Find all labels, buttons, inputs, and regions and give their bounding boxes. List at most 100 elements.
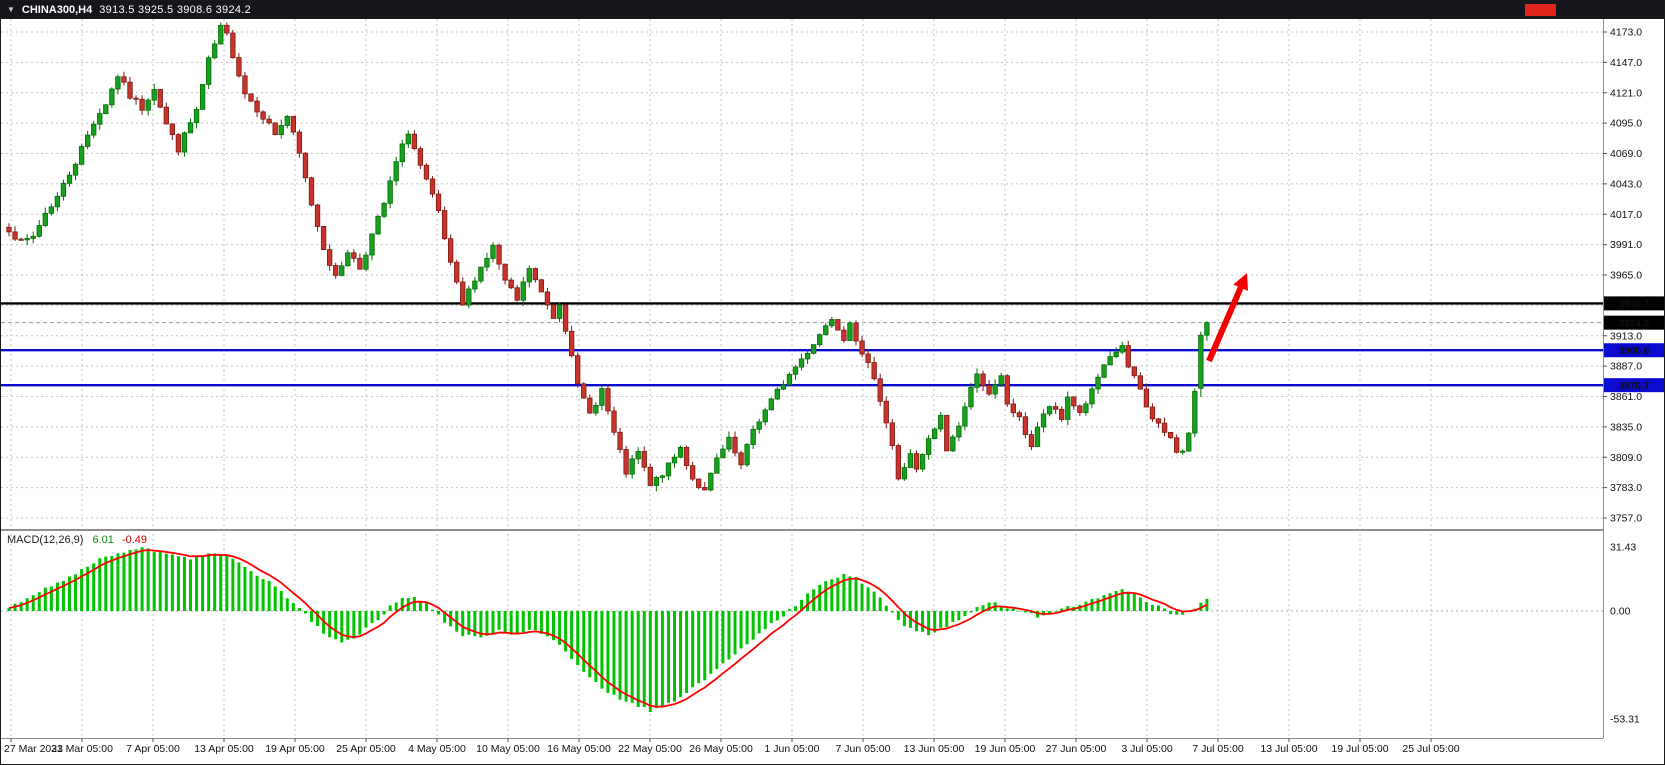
- candle: [133, 97, 139, 100]
- macd-bar: [703, 611, 707, 681]
- macd-bar: [291, 603, 295, 611]
- macd-bar: [328, 611, 332, 638]
- macd-bar: [552, 611, 555, 641]
- bid-price-badge-bg: [1604, 315, 1664, 330]
- candle: [1167, 431, 1174, 439]
- time-label: 25 Jul 05:00: [1402, 743, 1459, 755]
- candle: [1016, 412, 1022, 418]
- time-label: 4 May 05:00: [408, 743, 466, 755]
- candle: [859, 340, 865, 355]
- macd-bar: [261, 579, 265, 611]
- macd-bar: [279, 591, 283, 611]
- time-label: 16 May 05:00: [547, 743, 611, 755]
- macd-bar: [1054, 611, 1058, 612]
- macd-bar: [685, 611, 689, 693]
- candle: [18, 238, 24, 241]
- candle: [163, 106, 169, 125]
- candle: [1155, 418, 1162, 424]
- candle: [581, 383, 587, 399]
- candle: [1119, 345, 1125, 353]
- macd-bar: [709, 611, 713, 674]
- candle: [369, 233, 375, 256]
- candle: [659, 475, 666, 478]
- candle: [575, 355, 581, 385]
- candle: [1040, 413, 1047, 428]
- candle: [302, 152, 309, 179]
- time-label: 7 Jul 05:00: [1192, 743, 1244, 755]
- candle: [375, 215, 381, 235]
- macd-bar: [225, 555, 229, 611]
- candle: [623, 449, 629, 475]
- candle: [1131, 366, 1137, 377]
- macd-bar: [37, 592, 41, 611]
- macd-bar: [933, 611, 937, 633]
- macd-bar: [461, 611, 465, 637]
- macd-bar: [382, 611, 386, 615]
- price-axis[interactable]: 4173.0 4147.0 4121.0 4095.0 4069.0 4043.0 4017…: [1603, 19, 1665, 765]
- candle: [1034, 426, 1041, 448]
- macd-bar: [521, 611, 525, 633]
- candle: [466, 288, 472, 306]
- macd-bar: [146, 548, 150, 611]
- macd-bar: [763, 611, 767, 630]
- topbar-red-badge[interactable]: [1525, 4, 1556, 16]
- candle: [617, 431, 623, 450]
- price-tick-label: 3809.0: [1610, 452, 1642, 464]
- candle: [284, 115, 290, 126]
- macd-bar: [49, 586, 53, 611]
- time-label: 3 Jul 05:00: [1121, 743, 1173, 755]
- time-label: 19 Jul 05:00: [1331, 743, 1388, 755]
- candle: [447, 238, 454, 263]
- candle: [605, 388, 611, 412]
- macd-bar: [533, 611, 537, 631]
- macd-bar: [957, 611, 961, 621]
- time-label: 27 Jun 05:00: [1046, 743, 1107, 755]
- macd-bar: [170, 554, 174, 611]
- horizontal-lines[interactable]: [1, 302, 1603, 387]
- candle: [696, 478, 702, 488]
- candle: [254, 100, 260, 113]
- macd-bar: [467, 611, 471, 635]
- caret-down-icon[interactable]: ▼: [7, 5, 15, 14]
- candle: [980, 373, 986, 386]
- candle: [1107, 356, 1113, 366]
- macd-bar: [800, 599, 804, 611]
- candle: [1192, 390, 1198, 434]
- macd-bar: [424, 603, 428, 611]
- macd-bar: [733, 611, 737, 655]
- macd-bar: [412, 596, 416, 611]
- macd-bar: [1048, 611, 1052, 614]
- candle: [381, 202, 387, 217]
- macd-bar: [1169, 611, 1173, 615]
- price-badge-3900.6-bg: [1604, 343, 1664, 358]
- candle: [441, 210, 448, 240]
- price-axis-border: [1603, 19, 1604, 738]
- candle: [193, 108, 200, 124]
- candle: [266, 118, 272, 124]
- annotation-arrow[interactable]: [1206, 273, 1249, 363]
- candle: [1180, 450, 1186, 453]
- candle: [732, 436, 738, 454]
- candle: [121, 76, 127, 83]
- candle: [823, 325, 829, 336]
- candle: [877, 378, 883, 402]
- candle: [562, 304, 569, 332]
- candle: [956, 425, 962, 438]
- macd-bar: [1163, 608, 1167, 611]
- candle: [1071, 396, 1077, 407]
- time-label: 22 May 05:00: [618, 743, 682, 755]
- candle: [768, 398, 774, 411]
- macd-bar: [31, 595, 35, 611]
- macd-bar: [642, 611, 646, 708]
- candle: [454, 261, 460, 283]
- pane-separator[interactable]: [1, 529, 1665, 531]
- macd-bar: [606, 611, 610, 693]
- candle: [314, 204, 321, 227]
- candle: [968, 387, 974, 408]
- candle: [66, 174, 73, 184]
- macd-bar: [255, 575, 259, 611]
- candle: [411, 133, 418, 150]
- price-badge-3870.7-bg: [1604, 378, 1664, 393]
